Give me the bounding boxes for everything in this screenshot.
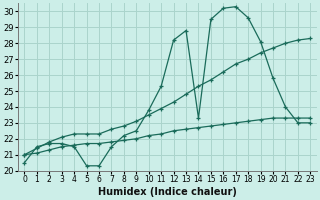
X-axis label: Humidex (Indice chaleur): Humidex (Indice chaleur) — [98, 187, 237, 197]
